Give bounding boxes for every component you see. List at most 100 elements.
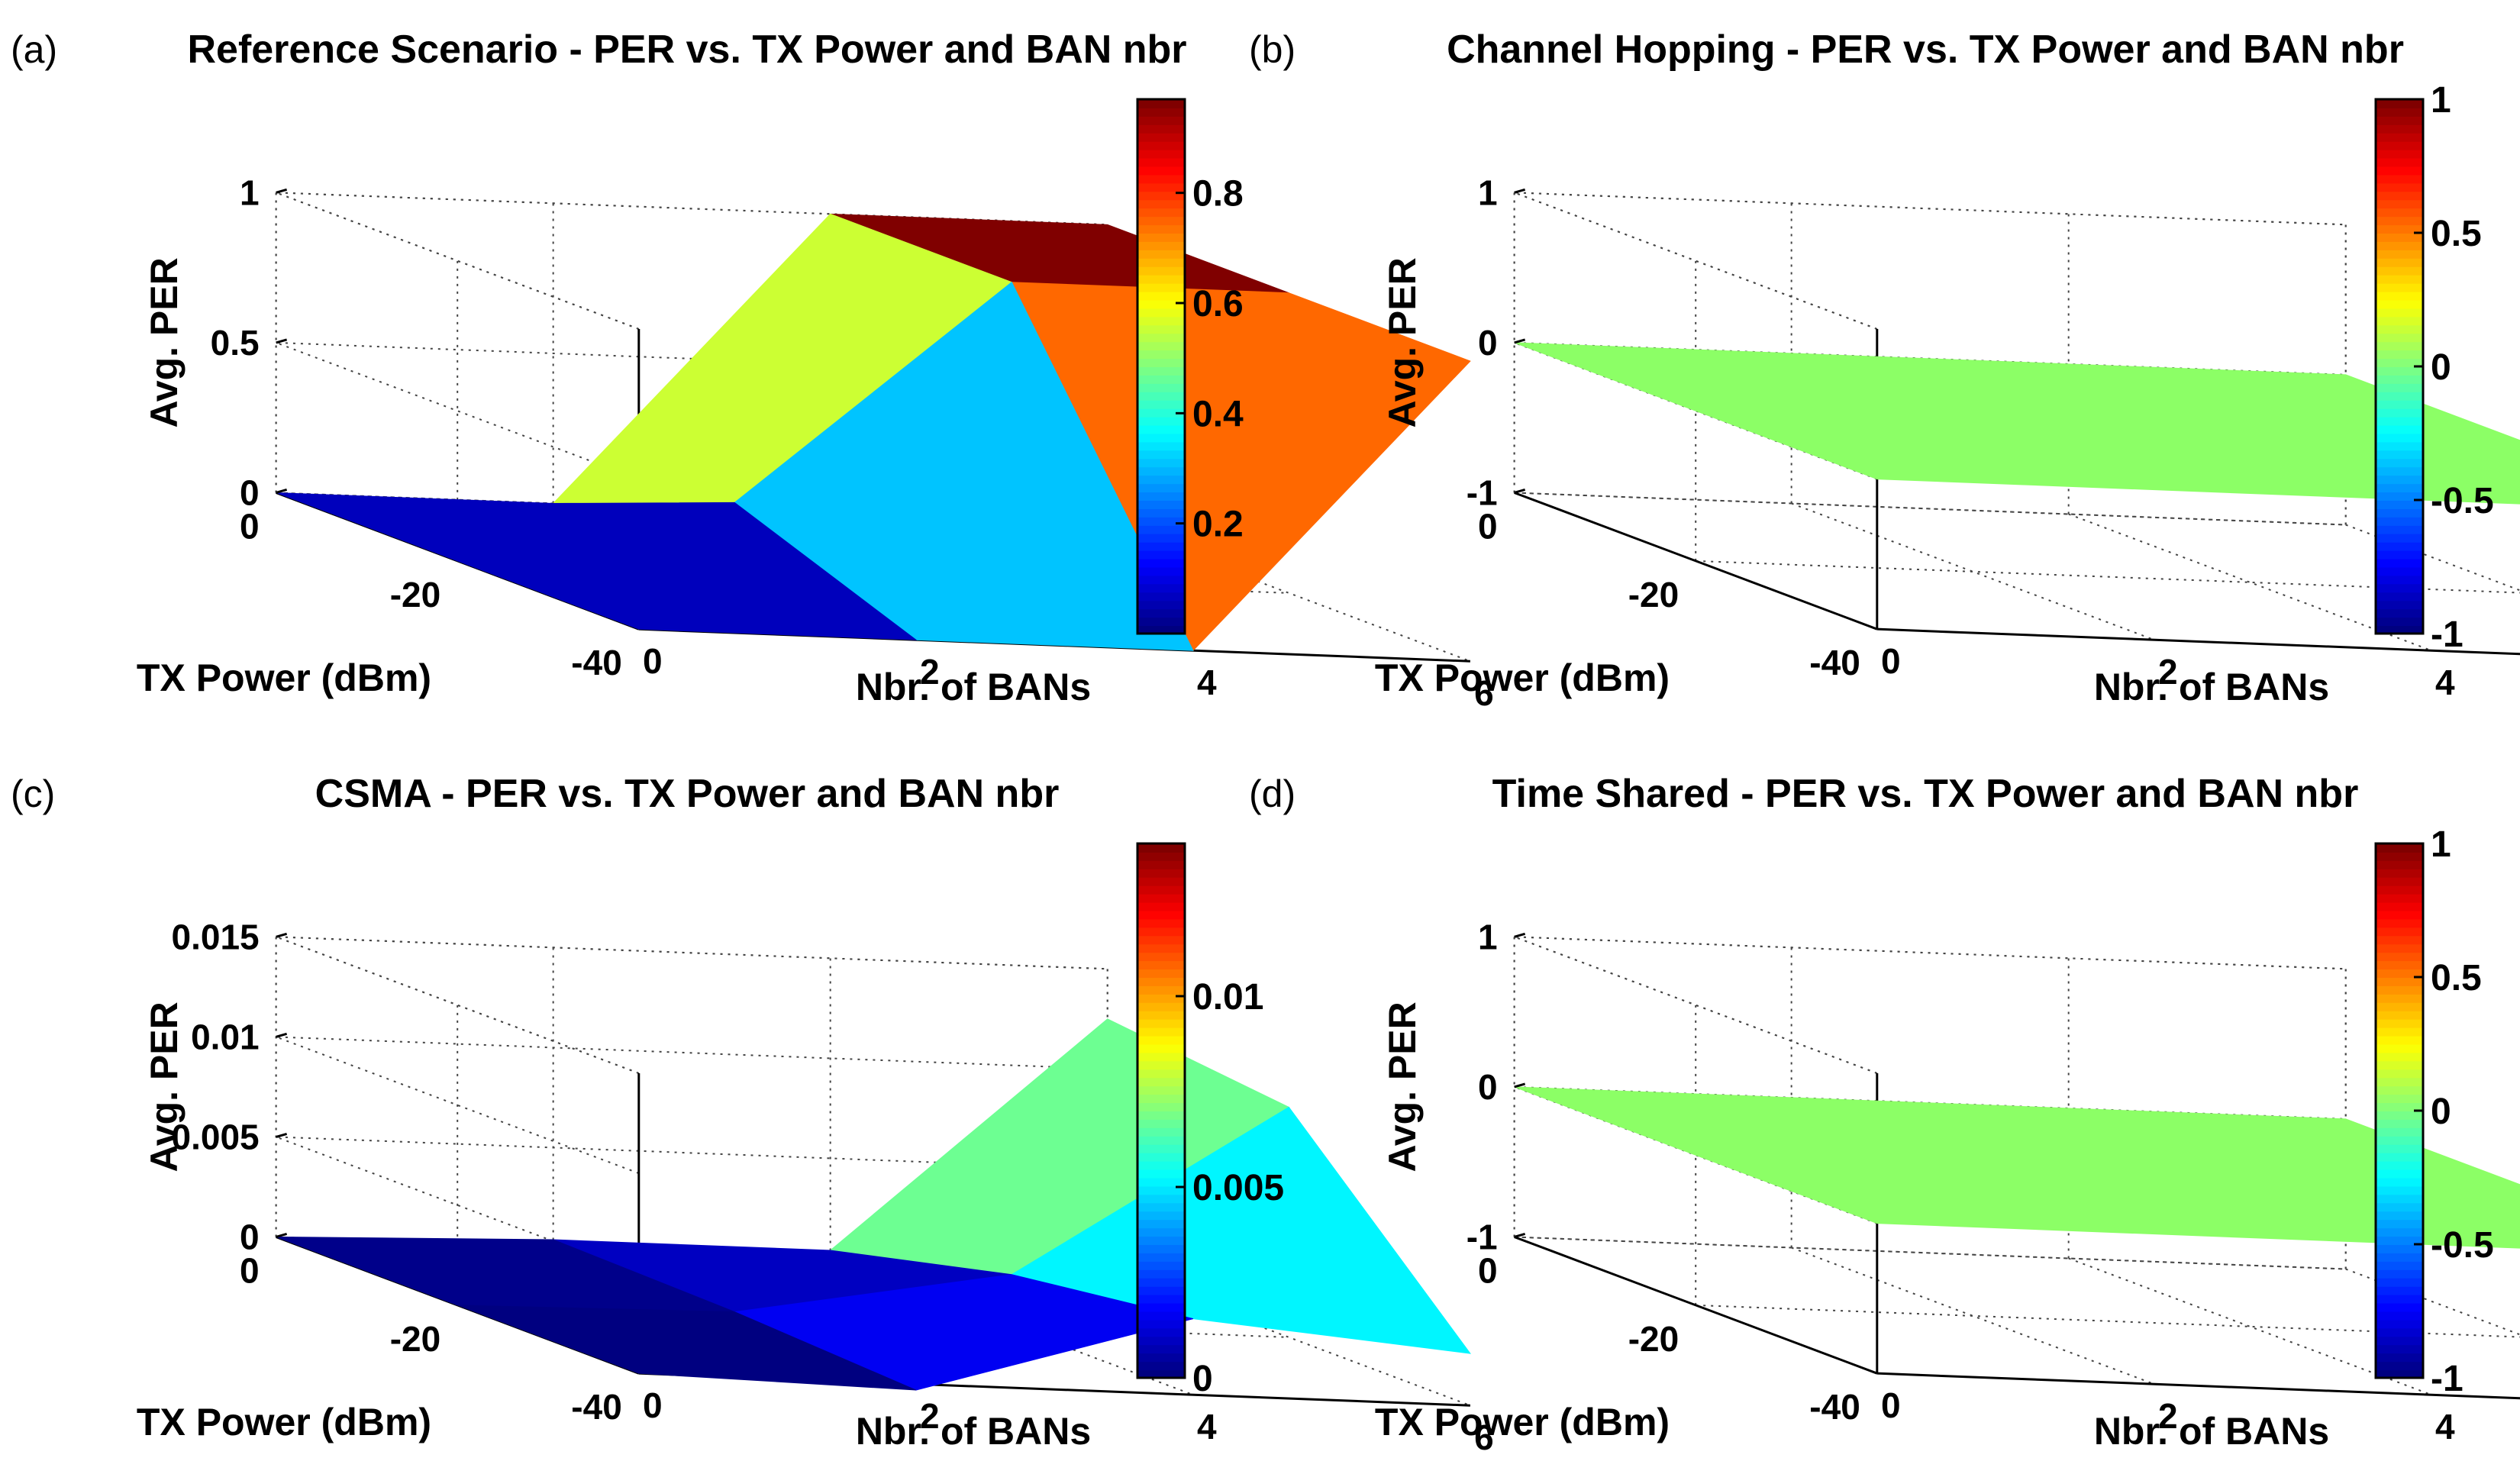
z-tick-mark — [276, 932, 288, 938]
colorbar-segment — [1137, 960, 1185, 970]
colorbar-frame — [1136, 98, 1186, 635]
z-tick-label: 0.01 — [191, 1017, 260, 1056]
colorbar-segment — [2376, 868, 2423, 878]
colorbar-segment — [2376, 575, 2423, 585]
colorbar-segment — [1137, 1043, 1185, 1053]
colorbar-segment — [2376, 132, 2423, 142]
z-grid-line — [1514, 192, 2346, 330]
colorbar-segment — [2376, 1169, 2423, 1179]
colorbar-segment — [2376, 140, 2423, 150]
colorbar-segment — [2376, 199, 2423, 209]
colorbar-segment — [1137, 918, 1185, 928]
colorbar-segment — [1137, 1152, 1185, 1162]
z-tick-label: -1 — [1467, 473, 1498, 512]
colorbar-segment — [1137, 1361, 1185, 1371]
surface — [276, 213, 1471, 652]
bans-axis-label: Nbr. of BANs — [2094, 666, 2329, 708]
colorbar-segment — [2376, 266, 2423, 276]
colorbar-segment — [2376, 366, 2423, 376]
colorbar-segment — [2376, 257, 2423, 267]
colorbar-segment — [1137, 1311, 1185, 1321]
bans-axis-label: Nbr. of BANs — [2094, 1410, 2329, 1453]
colorbar-segment — [2376, 1269, 2423, 1279]
colorbar-tick-label: -0.5 — [2431, 481, 2494, 521]
power-tick-label: -40 — [1809, 643, 1860, 682]
colorbar-segment — [2376, 1227, 2423, 1237]
power-axis-label: TX Power (dBm) — [137, 656, 431, 699]
surface-patch — [1514, 342, 2520, 505]
surface — [276, 1018, 1471, 1391]
colorbar-segment — [2376, 1035, 2423, 1045]
colorbar-segment — [1137, 1035, 1185, 1045]
colorbar-segment — [1137, 566, 1185, 576]
colorbar-segment — [2376, 952, 2423, 962]
colorbar-segment — [2376, 408, 2423, 418]
power-axis-label: TX Power (dBm) — [1375, 656, 1670, 699]
floor-grid-line — [1791, 502, 2155, 641]
bans-tick-label: 0 — [1881, 641, 1901, 681]
colorbar-segment — [1137, 191, 1185, 201]
z-tick-label: 0.015 — [172, 917, 260, 956]
colorbar-frame — [1136, 842, 1186, 1379]
colorbar-segment — [2376, 240, 2423, 250]
colorbar-segment — [1137, 1143, 1185, 1153]
colorbar-segment — [2376, 977, 2423, 986]
colorbar-segment — [2376, 550, 2423, 560]
colorbar-segment — [1137, 483, 1185, 493]
z-tick-label: 0.5 — [211, 323, 260, 363]
colorbar-segment — [1137, 885, 1185, 895]
colorbar-segment — [1137, 993, 1185, 1003]
colorbar-segment — [1137, 399, 1185, 409]
panel-title: Time Shared - PER vs. TX Power and BAN n… — [1492, 772, 2359, 816]
colorbar: 0 0.005 0.01 — [1136, 842, 1284, 1399]
colorbar-segment — [2376, 124, 2423, 134]
panel-title: CSMA - PER vs. TX Power and BAN nbr — [315, 772, 1060, 816]
colorbar-segment — [2376, 382, 2423, 392]
colorbar-segment — [2376, 960, 2423, 970]
ticks: 0 0.005 0.01 0.015 0 -20 -40 0 2 4 6 — [172, 917, 1494, 1457]
bans-tick-label: 6 — [1474, 673, 1494, 713]
z-tick-label: 0 — [1478, 323, 1498, 363]
z-tick-label: 0 — [1478, 1067, 1498, 1107]
colorbar-tick-label: 1 — [2431, 80, 2451, 121]
z-tick-mark — [276, 1233, 288, 1238]
colorbar-segment — [2376, 516, 2423, 526]
colorbar-segment — [1137, 149, 1185, 159]
colorbar-segment — [2376, 374, 2423, 384]
colorbar-tick-label: 0 — [2431, 1092, 2451, 1132]
colorbar-segment — [1137, 458, 1185, 468]
colorbar-segment — [2376, 433, 2423, 443]
bans-tick-label: 4 — [2435, 663, 2455, 702]
colorbar-segment — [1137, 274, 1185, 284]
colorbar-segment — [2376, 450, 2423, 460]
colorbar-segment — [1137, 174, 1185, 184]
colorbar-segment — [1137, 1010, 1185, 1020]
colorbar-segment — [2376, 1202, 2423, 1212]
floor-grid-line — [1696, 1304, 2520, 1338]
colorbar-segment — [1137, 282, 1185, 292]
bans-tick-label: 4 — [2435, 1407, 2455, 1447]
colorbar-tick-label: 0.2 — [1192, 505, 1244, 545]
colorbar-segment — [2376, 910, 2423, 920]
colorbar-segment — [1137, 224, 1185, 234]
colorbar-segment — [2376, 1085, 2423, 1095]
top-box-edge — [1514, 936, 2346, 1074]
bans-axis-label: Nbr. of BANs — [856, 1410, 1091, 1453]
colorbar-segment — [1137, 868, 1185, 878]
colorbar-segment — [1137, 1052, 1185, 1062]
colorbar-segment — [2376, 1336, 2423, 1346]
z-axis-label: Avg. PER — [1381, 257, 1424, 427]
colorbar-segment — [2376, 399, 2423, 409]
bans-tick-label: 2 — [2158, 652, 2178, 692]
bans-tick-label: 4 — [1197, 663, 1217, 702]
colorbar-segment — [2376, 1327, 2423, 1337]
colorbar-segment — [2376, 291, 2423, 301]
power-axis-line — [1514, 1236, 1878, 1375]
colorbar-segment — [1137, 1185, 1185, 1195]
colorbar-segment — [2376, 935, 2423, 945]
floor-grid-line — [1514, 492, 2346, 526]
surface-patch — [1514, 1086, 2520, 1249]
colorbar-segment — [1137, 475, 1185, 485]
colorbar-segment — [2376, 1135, 2423, 1145]
